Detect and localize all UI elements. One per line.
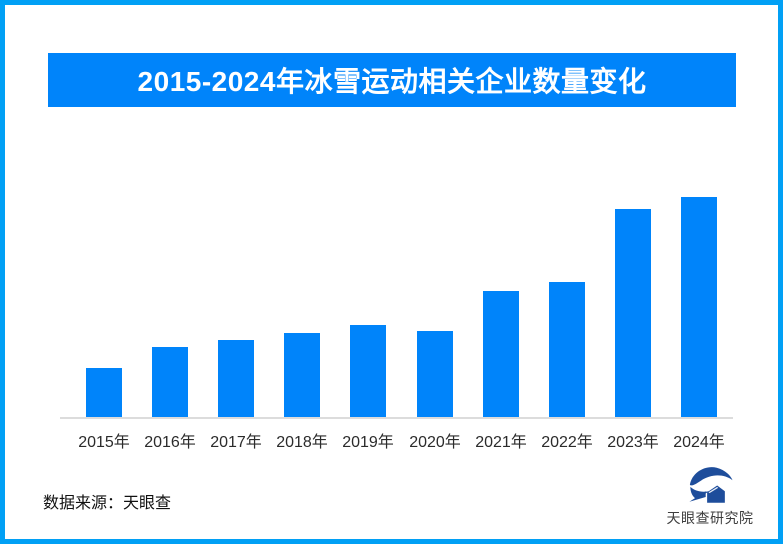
chart-title: 2015-2024年冰雪运动相关企业数量变化 — [137, 66, 647, 97]
bar-2020年 — [417, 331, 453, 417]
x-tick-label-2017年: 2017年 — [210, 434, 262, 451]
x-tick-label-2015年: 2015年 — [78, 434, 130, 451]
x-tick-label-2016年: 2016年 — [144, 434, 196, 451]
bar-2024年 — [681, 197, 717, 417]
brand-block: 天眼查研究院 — [655, 463, 765, 528]
x-tick-label-2021年: 2021年 — [475, 434, 527, 451]
bar-2021年 — [483, 291, 519, 417]
bar-2022年 — [549, 282, 585, 417]
bar-2017年 — [218, 340, 254, 417]
bar-2016年 — [152, 347, 188, 417]
x-tick-label-2024年: 2024年 — [673, 434, 725, 451]
x-tick-label-2022年: 2022年 — [541, 434, 593, 451]
bars-container — [86, 197, 717, 417]
x-axis-labels: 2015年 2016年 2017年 2018年 2019年 2020年 2021年 2022年… — [0, 428, 783, 451]
bar-2023年 — [615, 209, 651, 417]
brand-name: 天眼查研究院 — [666, 510, 754, 526]
data-source-note: 数据来源：天眼查 — [43, 495, 172, 512]
title-banner: 2015-2024年冰雪运动相关企业数量变化 — [48, 53, 736, 107]
x-tick-label-2018年: 2018年 — [276, 434, 328, 451]
x-tick-label-2020年: 2020年 — [409, 434, 461, 451]
bar-2018年 — [284, 333, 320, 417]
x-axis-line — [60, 417, 733, 419]
x-tick-label-2023年: 2023年 — [607, 434, 659, 451]
bar-2019年 — [350, 325, 386, 417]
bar-2015年 — [86, 368, 122, 417]
x-tick-label-2019年: 2019年 — [342, 434, 394, 451]
tianyancha-logo-icon — [687, 463, 733, 507]
